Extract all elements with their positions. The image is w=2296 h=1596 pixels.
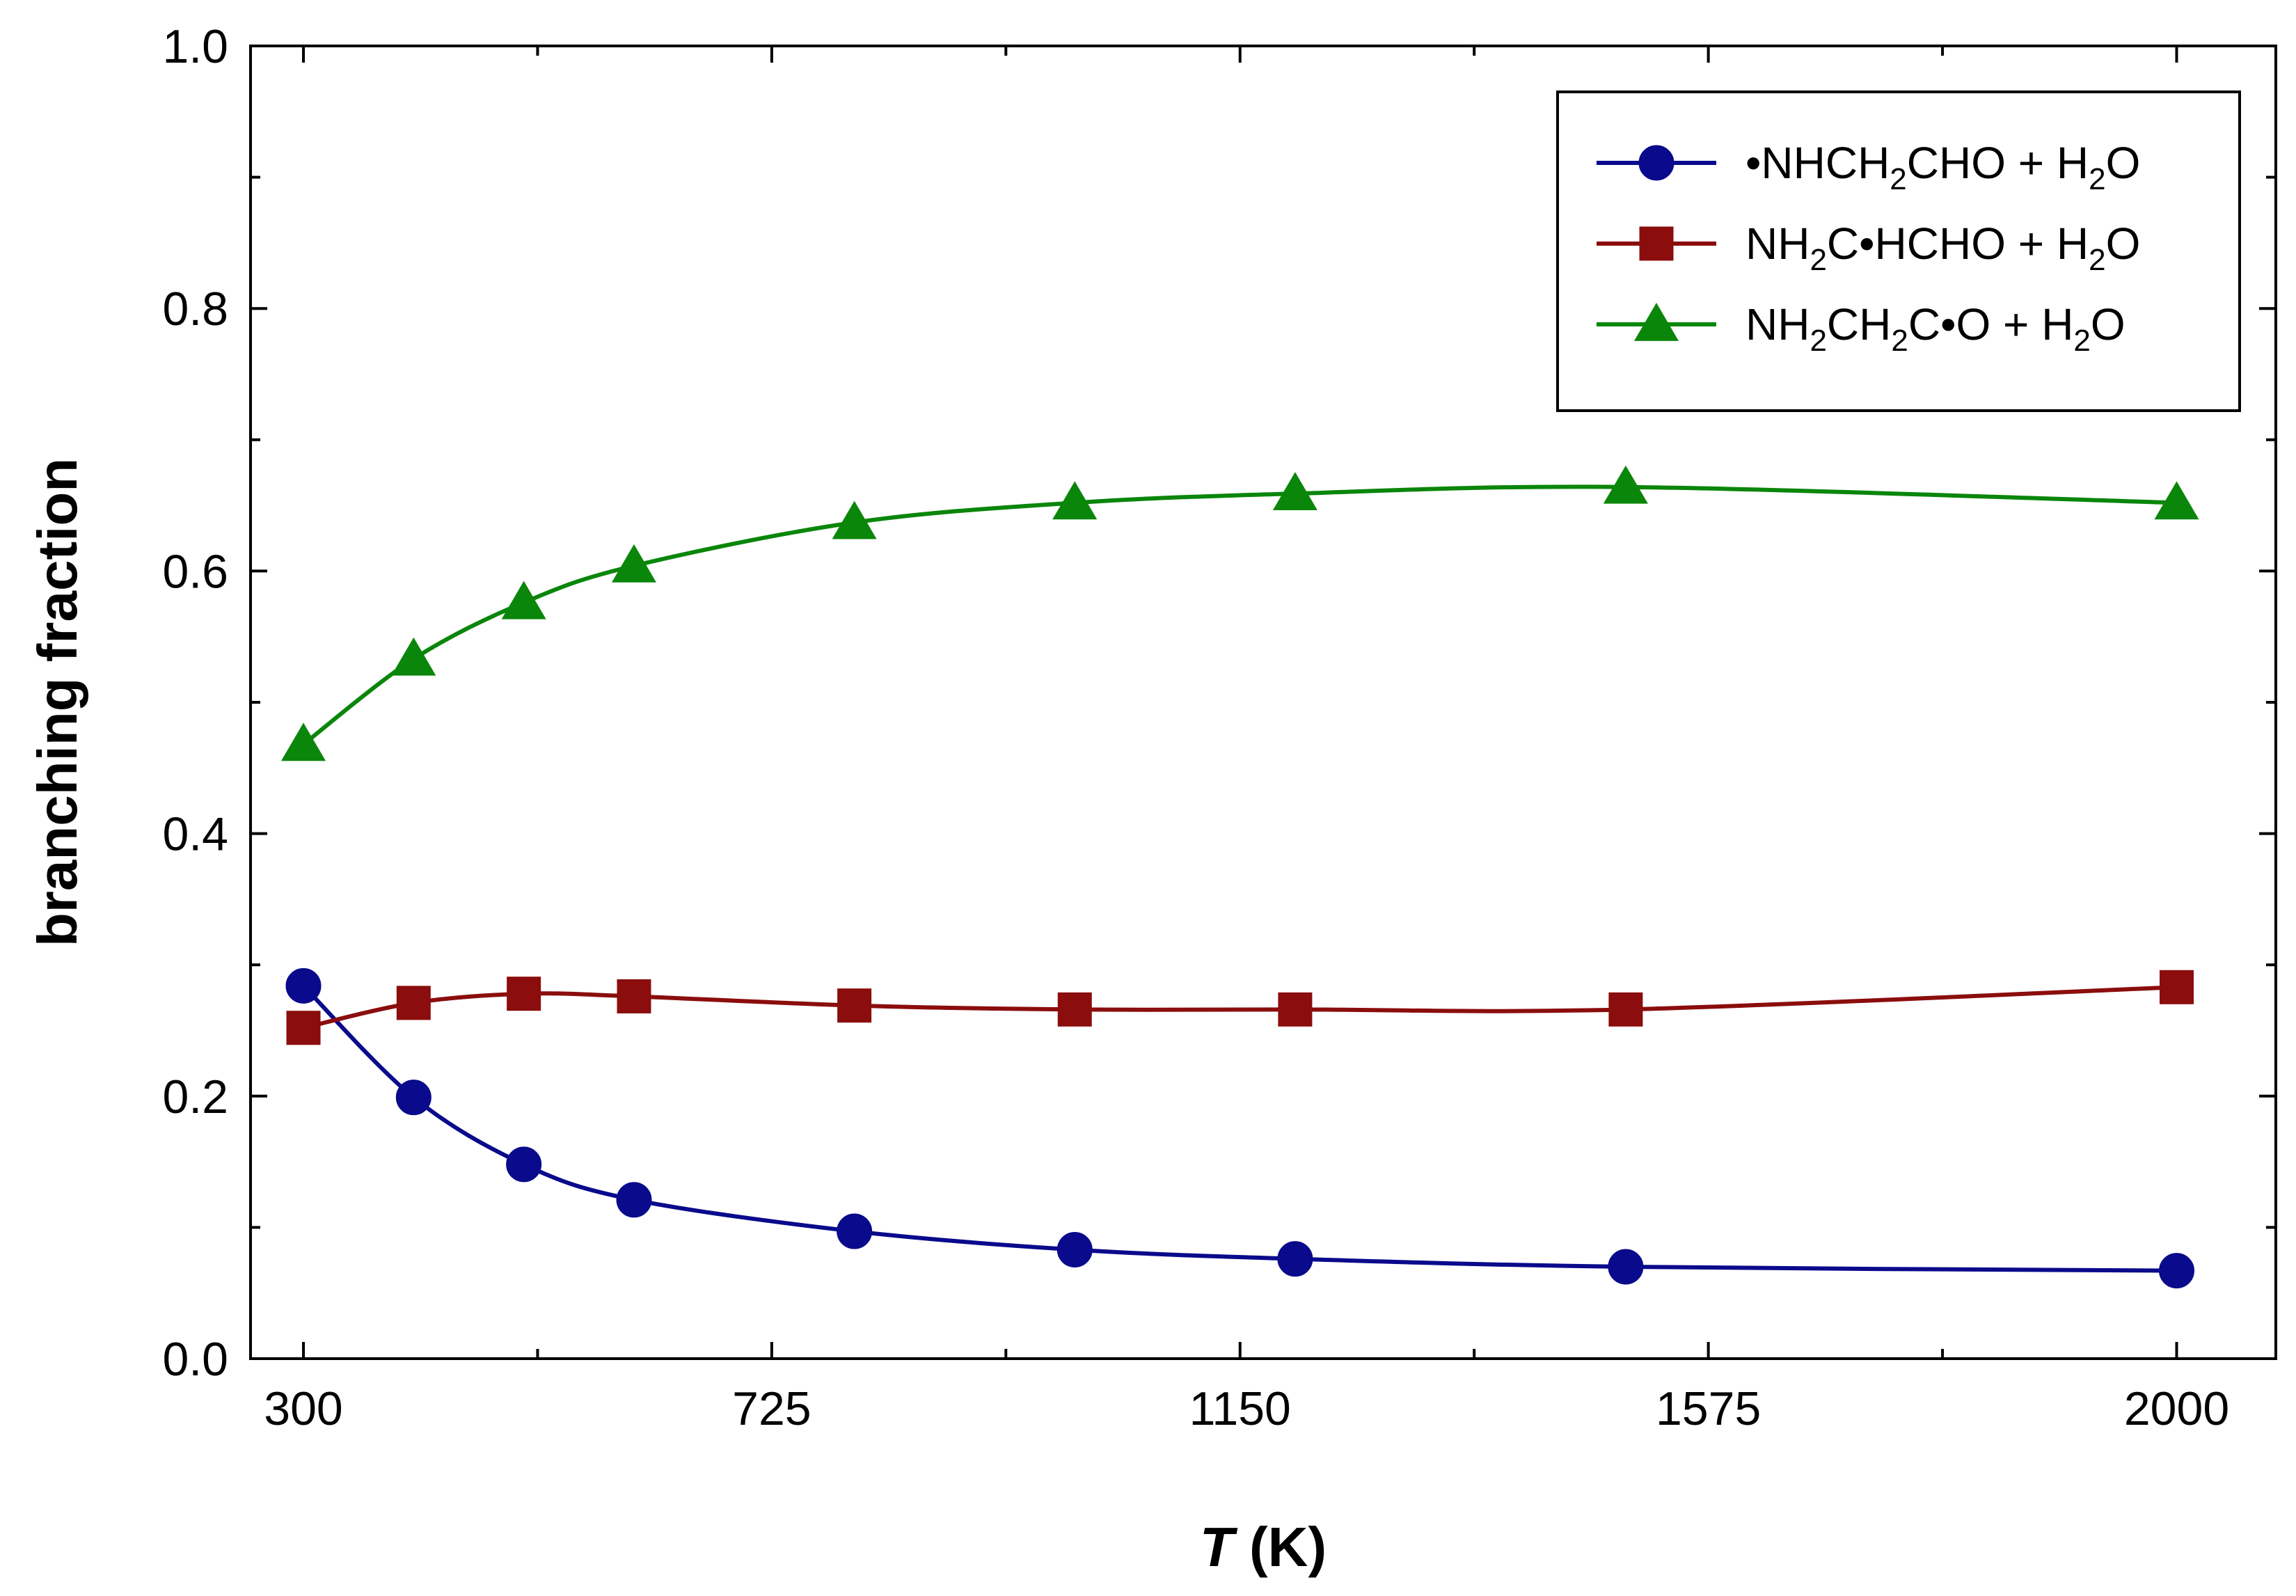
data-point [501,580,546,619]
x-tick-label: 2000 [2124,1382,2229,1435]
series-line [301,984,2177,1273]
data-point [286,1011,321,1045]
data-point [280,722,326,761]
data-point [837,1213,873,1249]
data-point [2154,481,2199,520]
data-point [396,986,431,1020]
y-tick-label: 0.6 [162,545,228,598]
data-point [1056,1231,1093,1267]
legend-entry-1: •NHCH2CHO + H2O [1597,138,2140,196]
data-point [611,544,656,583]
y-tick-label: 1.0 [162,20,228,73]
y-axis-title: branching fraction [26,458,88,947]
data-point [616,1182,652,1218]
legend-entry-3: NH2CH2C•O + H2O [1597,299,2125,358]
series-3 [280,465,2199,761]
data-point [2159,1253,2195,1289]
legend: •NHCH2CHO + H2O NH2C•HCHO + H2O NH2CH2C•O … [1556,90,2241,412]
x-axis-title: T (K) [1200,1516,1327,1578]
data-point [1277,1241,1313,1277]
data-point [395,1080,432,1116]
legend-label: NH2CH2C•O + H2O [1745,299,2125,358]
x-tick-label: 300 [264,1382,342,1435]
data-point [391,637,436,676]
data-point [1057,992,1092,1027]
y-tick-label: 0.2 [162,1070,228,1123]
data-point [1278,992,1313,1027]
y-tick-label: 0.4 [162,808,228,861]
legend-entry-2: NH2C•HCHO + H2O [1597,219,2140,277]
data-point [1272,472,1317,511]
legend-label: NH2C•HCHO + H2O [1745,219,2140,277]
data-point [507,977,541,1011]
legend-marker [1638,145,1675,181]
data-point [832,500,877,539]
data-point [1608,992,1643,1027]
x-tick-label: 725 [732,1382,811,1435]
data-point [506,1146,542,1183]
series-line [303,985,2177,1030]
data-point [1052,481,1098,520]
series-line [302,484,2177,746]
data-point [2160,970,2194,1004]
legend-marker [1639,226,1674,261]
data-point [285,967,322,1004]
data-point [1608,1249,1644,1285]
data-point [617,979,651,1013]
x-tick-label: 1150 [1189,1382,1291,1435]
x-tick-label: 1575 [1656,1382,1761,1435]
axis-layer: 300 725 1150 1575 2000 0.0 0.2 0.4 0.6 0.8 1.0 T (K… [26,20,2277,1578]
series-2 [286,970,2194,1045]
series-layer [280,465,2199,1289]
data-point [837,988,872,1023]
legend-marker [1633,303,1679,341]
legend-label: •NHCH2CHO + H2O [1745,138,2140,196]
series-1 [285,967,2195,1289]
data-point [1603,465,1648,504]
y-tick-label: 0.0 [162,1333,228,1386]
y-tick-label: 0.8 [162,283,228,335]
